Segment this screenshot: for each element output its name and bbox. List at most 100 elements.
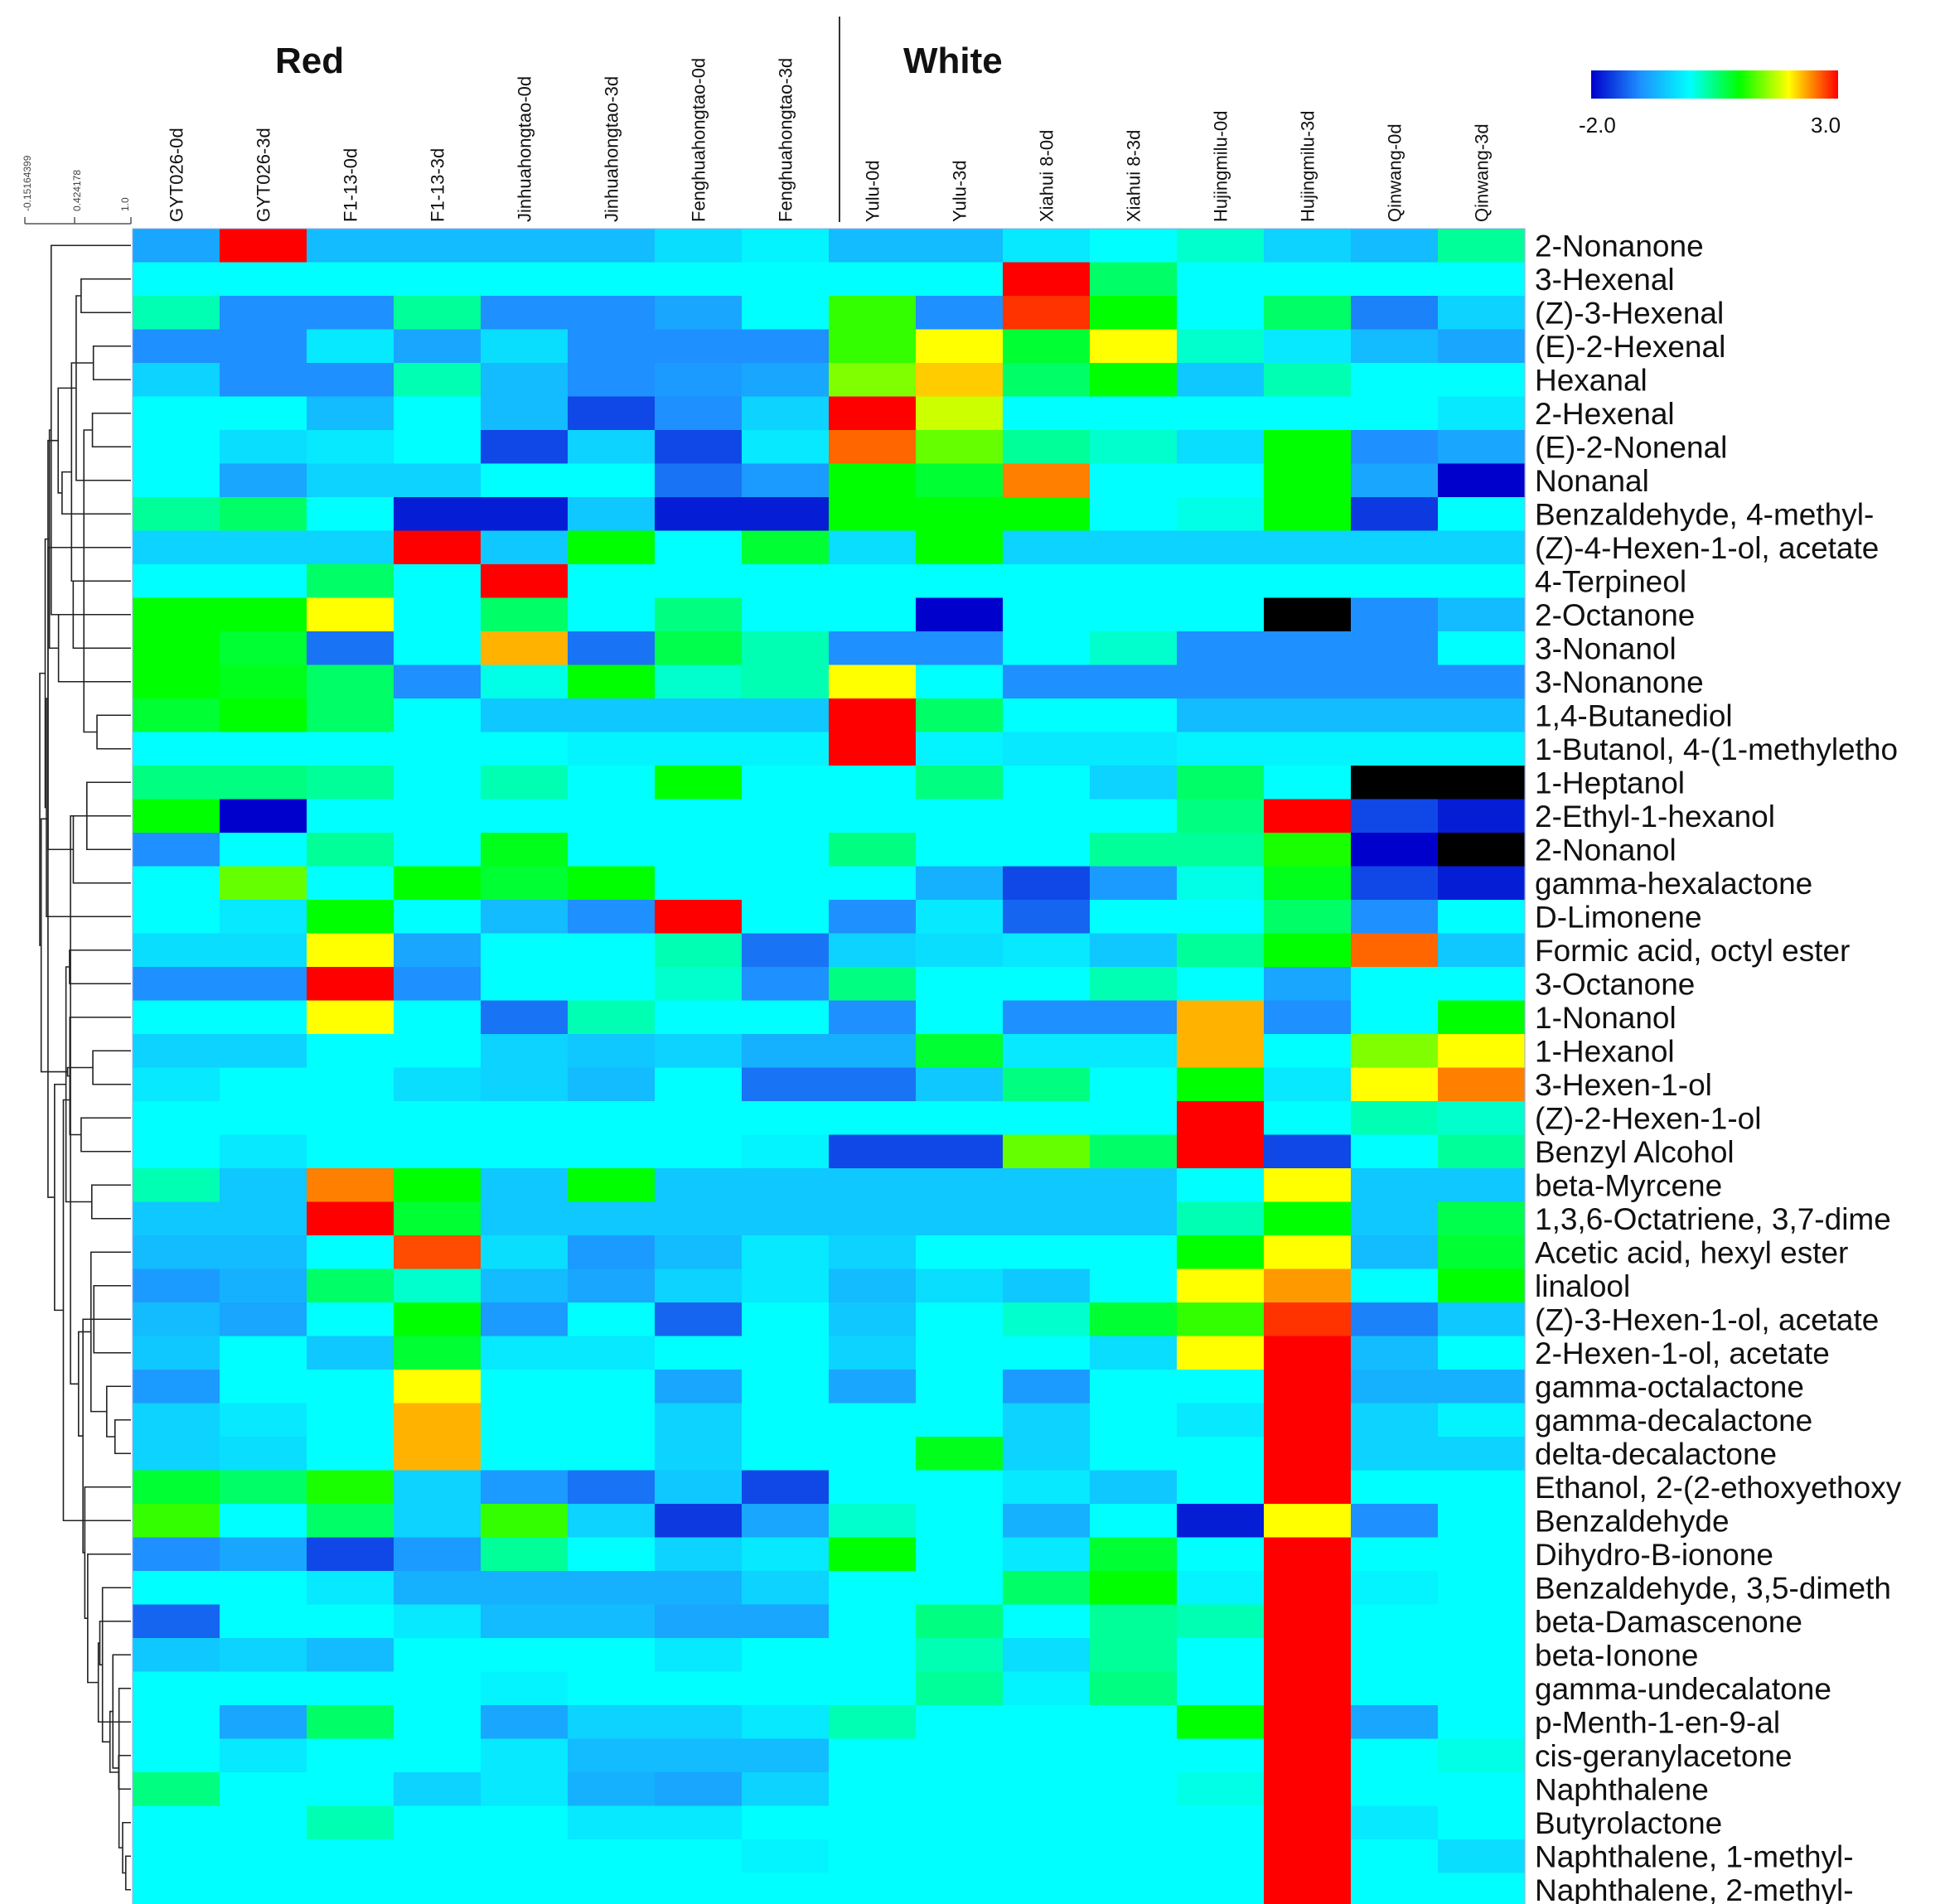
heatmap-cell [1177, 1336, 1265, 1370]
heatmap-cell [1003, 1201, 1091, 1236]
heatmap-cell [568, 1269, 656, 1303]
heatmap-cell [394, 363, 481, 398]
heatmap-cell [481, 463, 569, 498]
heatmap-cell [481, 1839, 569, 1874]
heatmap-cell [829, 664, 917, 699]
heatmap-cell [1264, 1671, 1352, 1706]
heatmap-cell [655, 1805, 743, 1840]
heatmap-cell [220, 1805, 307, 1840]
heatmap-cell [1177, 1034, 1265, 1069]
heatmap-cell [916, 1873, 1004, 1904]
heatmap-cell [220, 1403, 307, 1438]
heatmap-cell [568, 1000, 656, 1035]
dendrogram-branch [112, 1654, 131, 1769]
heatmap-cell [481, 1537, 569, 1572]
heatmap-cell [220, 1437, 307, 1471]
column-label: Hujingmilu-0d [1211, 110, 1231, 222]
heatmap-cell [394, 1470, 481, 1505]
heatmap-cell [742, 1168, 830, 1203]
heatmap-cell [481, 1101, 569, 1136]
heatmap-cell [481, 1705, 569, 1740]
heatmap-cell [1351, 1470, 1439, 1505]
heatmap-cell [1264, 1738, 1352, 1773]
heatmap-cell [655, 1370, 743, 1404]
heatmap-cell [655, 1738, 743, 1773]
heatmap-cell [1438, 1302, 1526, 1337]
heatmap-cell [829, 799, 917, 834]
row-label: p-Menth-1-en-9-al [1535, 1705, 1780, 1739]
heatmap-cell [829, 1168, 917, 1203]
heatmap-cell [1264, 396, 1352, 431]
heatmap-cell [133, 1134, 220, 1169]
column-label: GYT026-3d [254, 128, 274, 222]
heatmap-cell [481, 363, 569, 398]
heatmap-cell [1090, 1705, 1178, 1740]
heatmap-cell [220, 967, 307, 1002]
heatmap-cell [916, 1269, 1004, 1303]
heatmap-cell [916, 597, 1004, 632]
heatmap-cell [1090, 1839, 1178, 1874]
heatmap-cell [916, 1437, 1004, 1471]
heatmap-cell [1351, 766, 1439, 800]
heatmap-cell [1264, 1537, 1352, 1572]
heatmap-cell [1351, 900, 1439, 935]
row-label: 1,3,6-Octatriene, 3,7-dime [1535, 1202, 1891, 1236]
heatmap-cell [655, 1000, 743, 1035]
heatmap-cell [394, 1437, 481, 1471]
heatmap-cell [829, 1638, 917, 1673]
heatmap-cell [829, 1034, 917, 1069]
heatmap-cell [220, 1772, 307, 1807]
heatmap-cell [1177, 1201, 1265, 1236]
heatmap-cell [481, 229, 569, 263]
heatmap-cell [1003, 396, 1091, 431]
heatmap-cell [1090, 296, 1178, 331]
heatmap-cell [742, 1705, 830, 1740]
heatmap-cell [1438, 1235, 1526, 1270]
heatmap-cell [568, 1738, 656, 1773]
heatmap-cell [133, 1269, 220, 1303]
row-label: Benzyl Alcohol [1535, 1135, 1735, 1169]
heatmap-cell [742, 1504, 830, 1539]
heatmap-cell [394, 1235, 481, 1270]
heatmap-cell [481, 597, 569, 632]
heatmap-cell [481, 732, 569, 766]
color-legend: -2.0 3.0 [1579, 70, 1841, 138]
heatmap-cell [655, 732, 743, 766]
row-label: 1-Butanol, 4-(1-methyletho [1535, 732, 1898, 766]
heatmap-cell [1090, 597, 1178, 632]
heatmap-cell [133, 933, 220, 968]
column-label: Yulu-0d [863, 160, 883, 222]
heatmap-cell [133, 363, 220, 398]
heatmap-cell [133, 1504, 220, 1539]
heatmap-cell [1090, 1537, 1178, 1572]
heatmap-cell [133, 1772, 220, 1807]
heatmap-cell [1264, 497, 1352, 532]
heatmap-cell [1438, 1470, 1526, 1505]
heatmap-cell [1351, 732, 1439, 766]
heatmap-cell [1177, 564, 1265, 599]
heatmap-cell [1177, 732, 1265, 766]
heatmap-cell [1264, 664, 1352, 699]
heatmap-cell [481, 1370, 569, 1404]
heatmap-cell [220, 1034, 307, 1069]
heatmap-cell [829, 1470, 917, 1505]
heatmap-cell [829, 497, 917, 532]
heatmap-cell [1351, 1638, 1439, 1673]
heatmap-cell [655, 1873, 743, 1904]
heatmap-cell [568, 1067, 656, 1102]
heatmap-cell [481, 1638, 569, 1673]
heatmap-cell [1090, 1370, 1178, 1404]
heatmap-cell [220, 799, 307, 834]
group-title-white: White [903, 41, 1003, 81]
heatmap-cell [1264, 1067, 1352, 1102]
heatmap-cell [394, 329, 481, 364]
heatmap-cell [220, 1000, 307, 1035]
heatmap-cell [1351, 1000, 1439, 1035]
heatmap-cell [481, 631, 569, 666]
heatmap-cell [1003, 933, 1091, 968]
heatmap-cell [307, 1873, 394, 1904]
heatmap-cell [133, 833, 220, 867]
column-label: Fenghuahongtao-0d [689, 58, 709, 222]
heatmap-cell [220, 530, 307, 565]
dendrogram-branch [69, 949, 131, 985]
